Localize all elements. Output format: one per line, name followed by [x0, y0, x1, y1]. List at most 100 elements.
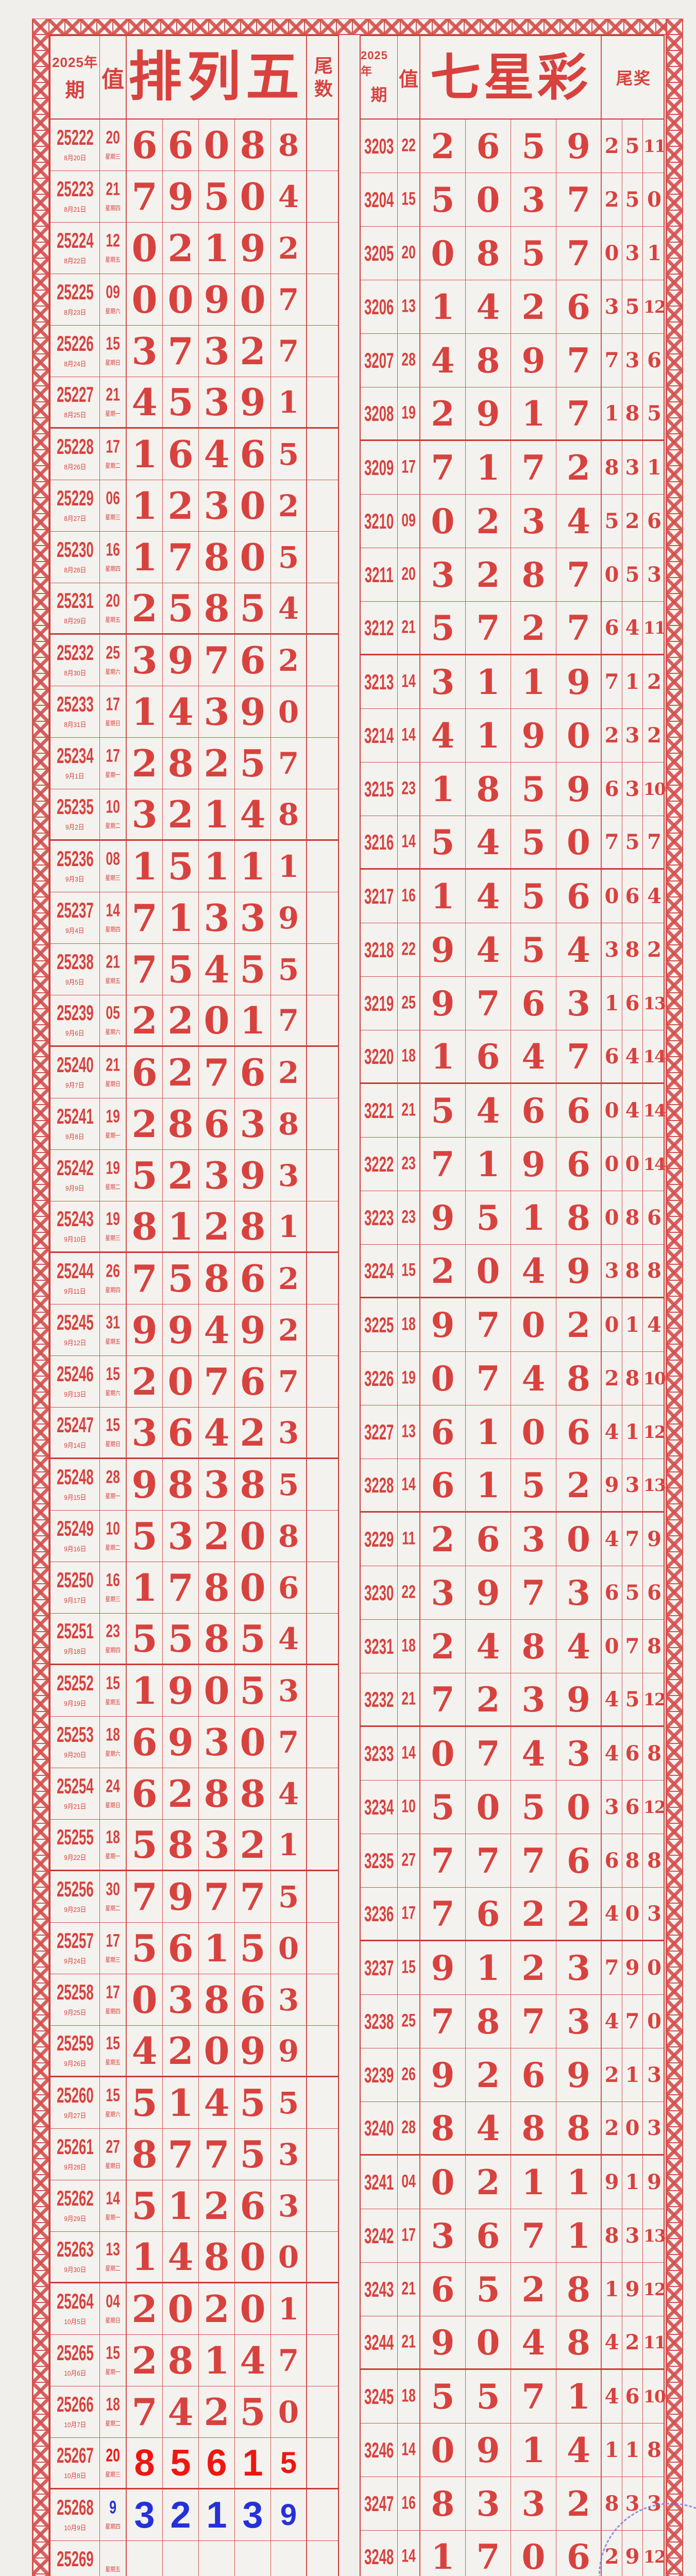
period-cell: 25247 9月14日	[50, 1408, 100, 1458]
draw-date: 9月7日	[65, 1081, 84, 1089]
digit-cell: 3	[127, 1408, 163, 1458]
tail-digit: 7	[278, 2343, 299, 2378]
tail-digit: 0	[604, 1634, 619, 1658]
tail-award-label: 尾奖	[616, 69, 651, 88]
tail-digit: 8	[625, 1205, 640, 1230]
sum-value: 17	[106, 437, 120, 457]
row-3245: 3245 18 5 5 7 1 4 6 10	[361, 2370, 666, 2424]
draw-digit: 7	[476, 2536, 500, 2576]
sum-value: 9	[109, 2498, 116, 2518]
row-3220: 3220 18 1 6 4 7 6 4 14	[361, 1030, 666, 1084]
sum-value: 17	[401, 1903, 416, 1924]
digit-cell: 5	[235, 2386, 271, 2437]
digit-cell: 1	[127, 841, 163, 892]
weekday: 星期六	[105, 1389, 121, 1397]
digit-cell: 3	[199, 686, 235, 737]
value-cell: 21	[398, 2316, 420, 2368]
digit-cell: 8	[199, 1253, 235, 1304]
tail-cell: 10	[643, 2370, 666, 2423]
digit-cell: 1	[420, 2531, 466, 2576]
draw-digit: 6	[167, 1926, 194, 1970]
period-number: 25266	[56, 2392, 94, 2416]
tail-digit: 14	[643, 1046, 666, 1066]
draw-digit: 8	[521, 554, 546, 595]
draw-digit: 5	[521, 769, 546, 809]
tail-digit: 6	[604, 1580, 619, 1605]
weekday: 星期五	[105, 977, 121, 985]
row-3217: 3217 16 1 4 5 6 0 6 4	[361, 870, 664, 923]
sum-value: 21	[106, 179, 120, 199]
value-cell: 16	[398, 870, 420, 923]
tail-digit: 0	[647, 2009, 661, 2033]
period-number: 3221	[364, 1098, 394, 1122]
period-cell: 25231 8月29日	[50, 583, 100, 633]
value-cell: 15 星期日	[100, 1408, 127, 1458]
row-25225: 25225 8月23日 09 星期六 0 0 9 0 7	[50, 274, 338, 326]
digit-cell: 4	[271, 171, 307, 222]
draw-date: 10月7日	[64, 2421, 86, 2429]
weekday: 星期二	[105, 822, 121, 829]
period-cell: 25233 8月31日	[50, 686, 100, 737]
draw-digit: 2	[431, 126, 455, 166]
value-cell: 15 星期日	[100, 326, 127, 377]
row-25257: 25257 9月24日 17 星期三 5 6 1 5 0	[50, 1923, 338, 1974]
sum-value: 20	[401, 564, 416, 585]
tail-digit: 4	[604, 1901, 619, 1926]
draw-digit: 0	[131, 1977, 158, 2022]
digit-cell: 7	[199, 2129, 235, 2180]
sum-value: 26	[401, 2064, 416, 2085]
digit-cell: 7	[420, 441, 466, 494]
tail-digit: 1	[647, 455, 661, 480]
sum-value: 24	[106, 1776, 120, 1797]
row-3233: 3233 14 0 7 4 3 4 6 8	[361, 1727, 664, 1781]
period-number: 3246	[364, 2437, 394, 2462]
period-cell: 25262 9月29日	[50, 2180, 100, 2231]
draw-date: 9月24日	[64, 1957, 86, 1965]
digit-cell: 4	[127, 377, 163, 427]
sum-value: 19	[106, 1209, 120, 1229]
sum-value: 04	[106, 2292, 120, 2312]
digit-cell: 2	[556, 2477, 602, 2530]
draw-digit: 3	[431, 554, 455, 595]
digit-cell: 3	[127, 2489, 163, 2540]
draw-digit: 5	[431, 1090, 455, 1131]
row-3209: 3209 17 7 1 7 2 8 3 1	[361, 441, 664, 495]
row-25230: 25230 8月28日 16 星期四 1 7 8 0 5	[50, 532, 338, 583]
draw-digit: 7	[567, 340, 590, 381]
draw-digit: 3	[567, 983, 590, 1024]
digit-cell: 2	[163, 223, 199, 274]
digit-cell: 1	[127, 480, 163, 531]
weekday: 星期五	[105, 2566, 121, 2573]
digit-cell: 5	[163, 944, 199, 995]
row-25228: 25228 8月26日 17 星期二 1 6 4 6 5	[50, 429, 338, 480]
draw-digit: 7	[476, 1840, 500, 1881]
draw-digit: 2	[167, 1771, 194, 1816]
draw-digit: 2	[240, 329, 266, 373]
digit-cell: 8	[127, 2438, 163, 2488]
row-25263: 25263 9月30日 13 星期二 1 4 8 0 0	[50, 2232, 338, 2283]
draw-digit: 9	[167, 1668, 194, 1713]
sum-value: 16	[106, 1570, 120, 1590]
digit-cell: 1	[420, 1030, 466, 1082]
sum-value: 18	[401, 1636, 416, 1656]
draw-digit: 4	[567, 1626, 590, 1667]
digit-cell: 2	[127, 995, 163, 1045]
value-cell: 15 星期六	[100, 2077, 127, 2128]
tail-digit: 7	[278, 333, 299, 369]
period-number: 3208	[364, 401, 394, 425]
tail-cell: 2	[602, 120, 622, 173]
draw-date: 9月25日	[64, 2009, 86, 2016]
digit-cell: 5	[163, 377, 199, 427]
digit-cell: 1	[466, 1459, 511, 1511]
row-3242: 3242 17 3 6 7 1 8 3 13	[361, 2209, 666, 2263]
tail-cell: 3	[602, 280, 622, 333]
digit-cell: 3	[420, 548, 466, 601]
draw-digit: 3	[521, 179, 546, 220]
row-3204: 3204 15 5 0 3 7 2 5 0	[361, 173, 664, 227]
digit-cell: 4	[511, 1030, 556, 1082]
draw-digit: 3	[167, 1977, 194, 2022]
period-cell: 3244	[361, 2316, 398, 2368]
row-25253: 25253 9月20日 18 星期六 6 9 3 0 7	[50, 1717, 338, 1768]
period-cell: 3247	[361, 2477, 398, 2530]
tail-cell: 1	[622, 2048, 643, 2102]
